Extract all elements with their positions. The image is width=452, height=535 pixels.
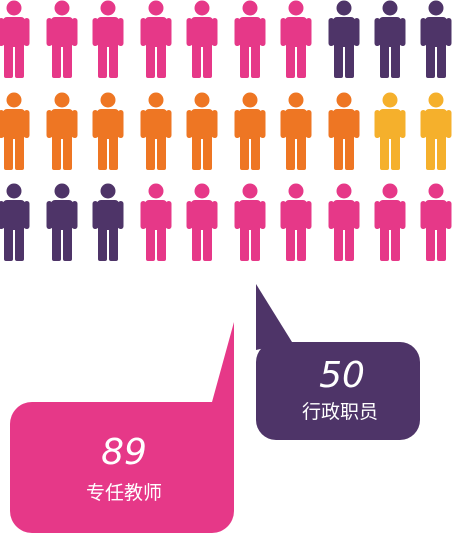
person-icon xyxy=(140,0,172,78)
person-icon xyxy=(420,183,452,261)
person-icon xyxy=(328,0,360,78)
person-icon xyxy=(374,92,406,170)
callout-box xyxy=(256,342,420,440)
person-icon xyxy=(420,0,452,78)
person-icon xyxy=(92,92,124,170)
person-icon xyxy=(280,92,312,170)
person-icon xyxy=(186,0,218,78)
person-icon xyxy=(374,0,406,78)
person-icon xyxy=(0,183,30,261)
person-icon xyxy=(234,183,266,261)
person-icon xyxy=(140,92,172,170)
person-icon xyxy=(186,92,218,170)
person-icon xyxy=(234,0,266,78)
icon-grid xyxy=(0,0,452,261)
callout-value: 89 xyxy=(101,432,147,473)
person-icon xyxy=(420,92,452,170)
person-icon xyxy=(140,183,172,261)
callout-label: 行政职员 xyxy=(302,401,378,423)
callout-tail xyxy=(256,284,292,350)
person-icon xyxy=(186,183,218,261)
person-icon xyxy=(46,183,78,261)
person-icon xyxy=(46,0,78,78)
person-icon xyxy=(234,92,266,170)
person-icon xyxy=(0,92,30,170)
callout-label: 专任教师 xyxy=(86,482,162,504)
person-icon xyxy=(46,92,78,170)
person-icon xyxy=(280,0,312,78)
callout-value: 50 xyxy=(319,355,365,396)
person-icon xyxy=(280,183,312,261)
callout-box xyxy=(10,402,234,533)
person-icon xyxy=(92,0,124,78)
person-icon xyxy=(328,183,360,261)
person-icon xyxy=(92,183,124,261)
person-icon xyxy=(328,92,360,170)
person-icon xyxy=(0,0,30,78)
person-icon xyxy=(374,183,406,261)
